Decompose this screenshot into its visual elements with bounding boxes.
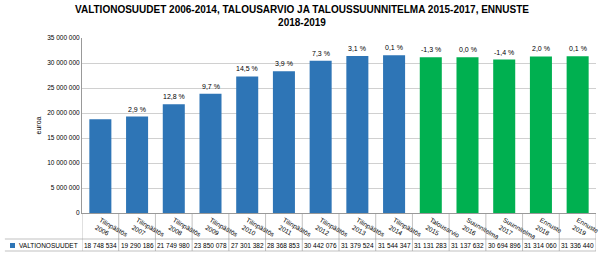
svg-text:0,1 %: 0,1 % [569, 45, 587, 52]
svg-text:Suunnitelma2017: Suunnitelma2017 [498, 216, 537, 248]
svg-text:10 000 000: 10 000 000 [47, 159, 80, 166]
svg-text:Tilinpäätös2007: Tilinpäätös2007 [131, 216, 166, 245]
svg-text:31 379 524: 31 379 524 [341, 242, 374, 249]
svg-text:Tilinpäätös2008: Tilinpäätös2008 [167, 216, 202, 245]
svg-text:5 000 000: 5 000 000 [51, 184, 80, 191]
svg-text:0,0 %: 0,0 % [459, 46, 477, 53]
svg-text:Talousarvio2015: Talousarvio2015 [424, 216, 461, 246]
svg-text:31 137 632: 31 137 632 [451, 242, 484, 249]
svg-text:30 442 076: 30 442 076 [304, 242, 337, 249]
svg-text:2,0 %: 2,0 % [532, 45, 550, 52]
svg-text:7,3 %: 7,3 % [312, 50, 330, 57]
svg-text:21 749 980: 21 749 980 [157, 242, 190, 249]
svg-text:VALTIONOSUUDET: VALTIONOSUUDET [19, 242, 78, 249]
svg-text:euroa: euroa [35, 116, 42, 134]
svg-text:Suunnitelma2016: Suunnitelma2016 [461, 216, 500, 248]
svg-text:Ennuste2019: Ennuste2019 [571, 216, 600, 241]
svg-text:0,1 %: 0,1 % [385, 44, 403, 51]
svg-text:3,1 %: 3,1 % [348, 45, 366, 52]
svg-text:25 000 000: 25 000 000 [47, 84, 80, 91]
svg-text:31 131 283: 31 131 283 [414, 242, 447, 249]
svg-text:31 336 440: 31 336 440 [561, 242, 594, 249]
svg-text:27 301 382: 27 301 382 [231, 242, 264, 249]
svg-text:12,8 %: 12,8 % [163, 93, 185, 100]
svg-text:Tilinpäätös2010: Tilinpäätös2010 [241, 216, 276, 245]
svg-text:Tilinpäätös2012: Tilinpäätös2012 [314, 216, 349, 245]
svg-text:30 694 896: 30 694 896 [488, 242, 521, 249]
svg-text:-1,3 %: -1,3 % [421, 46, 441, 53]
svg-text:Tilinpäätös2013: Tilinpäätös2013 [351, 216, 386, 245]
svg-text:Tilinpäätös2006: Tilinpäätös2006 [94, 216, 129, 245]
svg-text:0: 0 [76, 209, 80, 216]
svg-text:20 000 000: 20 000 000 [47, 109, 80, 116]
svg-text:2,9 %: 2,9 % [128, 106, 146, 113]
svg-text:15 000 000: 15 000 000 [47, 134, 80, 141]
svg-text:Tilinpäätös2009: Tilinpäätös2009 [204, 216, 239, 245]
svg-text:-1,4 %: -1,4 % [494, 49, 514, 56]
svg-text:31 314 060: 31 314 060 [524, 242, 557, 249]
svg-text:30 000 000: 30 000 000 [47, 59, 80, 66]
svg-text:Tilinpäätös2011: Tilinpäätös2011 [278, 216, 313, 245]
svg-text:23 850 078: 23 850 078 [194, 242, 227, 249]
svg-text:35 000 000: 35 000 000 [47, 34, 80, 41]
svg-text:Ennuste2018: Ennuste2018 [535, 216, 564, 241]
svg-text:28 368 853: 28 368 853 [267, 242, 300, 249]
svg-text:31 544 347: 31 544 347 [378, 242, 411, 249]
svg-text:3,9 %: 3,9 % [275, 60, 293, 67]
svg-text:9,7 %: 9,7 % [202, 83, 220, 90]
svg-text:18 748 534: 18 748 534 [84, 242, 117, 249]
svg-text:VALTIONOSUUDET 2006-2014, TALO: VALTIONOSUUDET 2006-2014, TALOUSARVIO JA… [75, 4, 529, 28]
svg-text:Tilinpäätös2014: Tilinpäätös2014 [388, 216, 423, 245]
svg-text:14,5 %: 14,5 % [236, 65, 258, 72]
svg-text:19 290 186: 19 290 186 [121, 242, 154, 249]
